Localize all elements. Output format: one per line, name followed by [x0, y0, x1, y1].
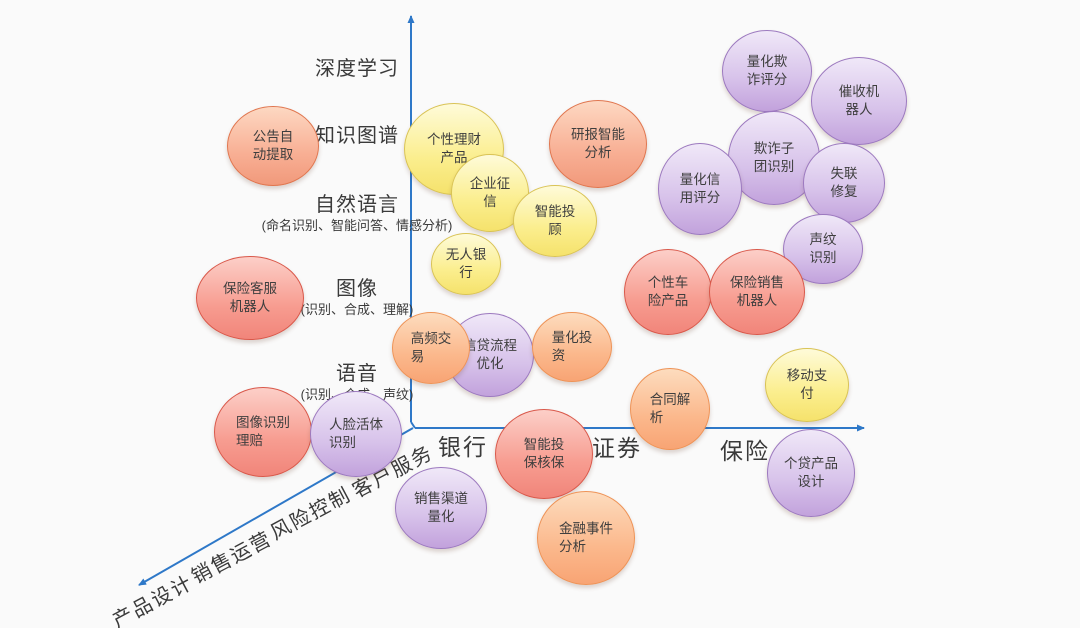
tech-label: 自然语言 — [315, 194, 399, 216]
bubble-sales-channel-quantification: 销售渠道 量化 — [395, 467, 487, 549]
bubble-lost-contact-repair: 失联 修复 — [803, 143, 885, 223]
bubble-robo-advisor: 智能投 顾 — [513, 185, 597, 257]
tech-axis-label-image: 图像 (识别、合成、理解) — [227, 277, 487, 317]
tech-axis-label-knowledge-graph: 知识图谱 — [227, 124, 487, 148]
bubble-mobile-payment: 移动支 付 — [765, 348, 849, 422]
bubble-personalized-wealth-product: 个性理财 产品 — [404, 103, 504, 195]
bubble-quant-credit-score: 量化信 用评分 — [658, 143, 742, 235]
bubble-collection-robot: 催收机 器人 — [811, 57, 907, 145]
bubble-unmanned-bank: 无人银 行 — [431, 233, 501, 295]
tech-label: 深度学习 — [315, 58, 399, 80]
bubble-insurance-sales-robot: 保险销售 机器人 — [709, 249, 805, 335]
tech-label: 知识图谱 — [315, 125, 399, 147]
bubble-quant-fraud-score: 量化欺 诈评分 — [722, 30, 812, 112]
industry-label-insurance: 保险 — [720, 438, 770, 464]
tech-axis-label-nlp: 自然语言 (命名识别、智能问答、情感分析) — [227, 193, 487, 233]
tech-axis-label-deep-learning: 深度学习 — [227, 57, 487, 81]
bubble-smart-underwriting: 智能投 保核保 — [495, 409, 593, 499]
industry-label-banking: 银行 — [438, 434, 488, 460]
industry-label-securities: 证券 — [592, 435, 642, 461]
bubble-voiceprint-recognition: 声纹 识别 — [783, 214, 863, 284]
tech-sublabel: (识别、合成、理解) — [300, 302, 414, 317]
bubble-image-claims: 图像识别 理赔 — [214, 387, 312, 477]
bubble-announcement-auto-extraction: 公告自 动提取 — [227, 106, 319, 186]
bubble-financial-event-analysis: 金融事件 分析 — [537, 491, 635, 585]
bubble-high-frequency-trading: 高频交 易 — [392, 312, 470, 384]
bubble-contract-parsing: 合同解 析 — [630, 368, 710, 450]
tech-label: 图像 — [336, 278, 378, 300]
bubble-quant-investment: 量化投 资 — [532, 312, 612, 382]
bubble-personalized-auto-insurance: 个性车 险产品 — [624, 249, 712, 335]
tech-sublabel: (命名识别、智能问答、情感分析) — [261, 218, 453, 233]
bubble-research-report-analysis: 研报智能 分析 — [549, 100, 647, 188]
tech-label: 语音 — [336, 363, 378, 385]
bubble-insurance-service-robot: 保险客服 机器人 — [196, 256, 304, 340]
axis-elbow — [410, 421, 416, 429]
bubble-face-liveness-detection: 人脸活体 识别 — [310, 391, 402, 477]
bubble-personal-loan-product-design: 个贷产品 设计 — [767, 429, 855, 517]
